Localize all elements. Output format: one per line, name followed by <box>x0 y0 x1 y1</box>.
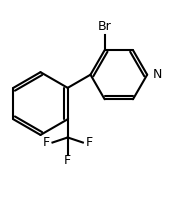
Text: Br: Br <box>98 20 112 33</box>
Text: F: F <box>43 136 50 149</box>
Text: F: F <box>85 136 92 149</box>
Text: N: N <box>153 68 163 81</box>
Text: F: F <box>64 154 71 167</box>
